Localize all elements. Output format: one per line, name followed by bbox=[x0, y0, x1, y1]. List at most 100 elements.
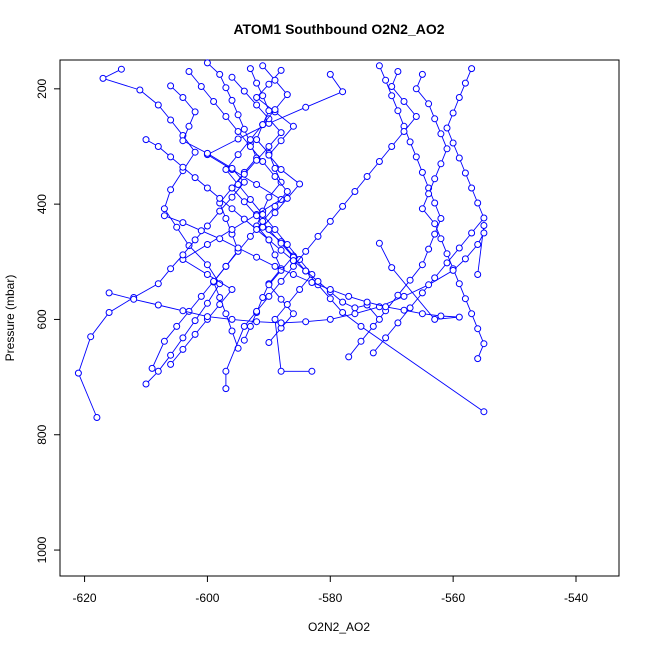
data-point bbox=[197, 83, 205, 90]
data-point bbox=[253, 101, 261, 109]
data-point bbox=[210, 277, 218, 285]
data-point bbox=[431, 315, 439, 323]
data-point bbox=[308, 279, 316, 286]
data-point bbox=[468, 310, 476, 318]
data-point bbox=[222, 367, 230, 375]
data-point bbox=[253, 226, 261, 233]
data-point bbox=[105, 289, 113, 297]
data-point bbox=[449, 139, 457, 147]
data-point bbox=[216, 194, 224, 202]
data-point bbox=[228, 327, 236, 335]
data-point bbox=[394, 68, 402, 75]
data-point bbox=[99, 74, 107, 82]
data-point bbox=[240, 87, 248, 95]
data-point bbox=[179, 219, 187, 227]
data-point bbox=[216, 301, 224, 308]
data-point bbox=[240, 215, 248, 223]
data-point bbox=[296, 286, 304, 293]
data-point bbox=[173, 223, 181, 231]
data-point bbox=[246, 143, 254, 150]
data-point bbox=[277, 66, 285, 74]
data-point bbox=[412, 85, 420, 93]
data-point bbox=[271, 76, 279, 84]
data-point bbox=[203, 241, 211, 248]
data-point bbox=[314, 277, 322, 285]
data-point bbox=[461, 255, 469, 263]
data-point bbox=[271, 106, 279, 114]
data-point bbox=[179, 345, 187, 353]
data-point bbox=[240, 336, 248, 344]
data-point bbox=[480, 229, 488, 237]
data-point bbox=[191, 330, 199, 338]
y-tick-label: 1000 bbox=[35, 536, 49, 563]
x-axis-label: O2N2_AO2 bbox=[308, 620, 370, 634]
x-axis: -620 -600 -580 -560 -540 bbox=[73, 576, 588, 605]
data-point bbox=[375, 62, 383, 70]
data-point bbox=[474, 325, 482, 333]
data-point bbox=[203, 261, 211, 269]
data-point bbox=[222, 385, 230, 393]
data-point bbox=[437, 312, 445, 320]
data-point bbox=[203, 313, 211, 321]
data-point bbox=[455, 244, 463, 252]
data-point bbox=[394, 319, 402, 327]
data-point bbox=[455, 280, 463, 288]
data-point bbox=[425, 245, 433, 253]
x-tick-label: -540 bbox=[564, 591, 588, 605]
data-point bbox=[277, 246, 285, 254]
data-point bbox=[265, 236, 273, 244]
data-point bbox=[345, 292, 353, 300]
data-point bbox=[142, 136, 150, 144]
data-point bbox=[265, 226, 273, 233]
data-point bbox=[277, 277, 285, 285]
data-point bbox=[173, 322, 181, 330]
data-point bbox=[265, 80, 273, 88]
data-point bbox=[203, 271, 211, 278]
data-point bbox=[167, 82, 175, 90]
data-point bbox=[443, 259, 451, 267]
data-point bbox=[277, 295, 285, 303]
y-axis: 200 400 600 800 1000 bbox=[35, 78, 60, 563]
data-point bbox=[474, 355, 482, 363]
data-point bbox=[228, 226, 236, 233]
data-point bbox=[406, 138, 414, 146]
data-point bbox=[265, 281, 273, 289]
data-point bbox=[191, 236, 199, 244]
data-point bbox=[246, 136, 254, 144]
data-point bbox=[289, 122, 297, 130]
data-point bbox=[253, 307, 261, 315]
data-point bbox=[455, 94, 463, 101]
data-point bbox=[277, 166, 285, 173]
data-point bbox=[339, 309, 347, 316]
data-point bbox=[382, 303, 390, 311]
data-point bbox=[167, 116, 175, 124]
data-point bbox=[246, 196, 254, 203]
data-point bbox=[461, 79, 469, 87]
data-point bbox=[302, 247, 310, 255]
data-point bbox=[210, 98, 218, 105]
data-point bbox=[228, 286, 236, 293]
data-point bbox=[277, 319, 285, 327]
data-point bbox=[455, 154, 463, 162]
data-point bbox=[203, 299, 211, 307]
data-point bbox=[326, 295, 334, 303]
data-point bbox=[197, 227, 205, 235]
data-point bbox=[240, 198, 248, 206]
data-point bbox=[418, 261, 426, 269]
series-line-1 bbox=[101, 68, 221, 385]
data-point bbox=[271, 251, 279, 259]
plot-frame bbox=[59, 59, 620, 577]
data-point bbox=[418, 289, 426, 297]
data-point bbox=[203, 184, 211, 192]
data-point bbox=[160, 337, 168, 345]
data-point bbox=[431, 220, 439, 228]
data-point bbox=[191, 317, 199, 325]
data-point bbox=[351, 304, 359, 312]
data-point bbox=[406, 276, 414, 284]
data-point bbox=[253, 181, 261, 188]
data-point bbox=[265, 143, 273, 150]
data-point bbox=[265, 339, 273, 346]
data-point bbox=[203, 59, 211, 67]
data-point bbox=[271, 164, 279, 172]
data-point bbox=[468, 65, 476, 73]
